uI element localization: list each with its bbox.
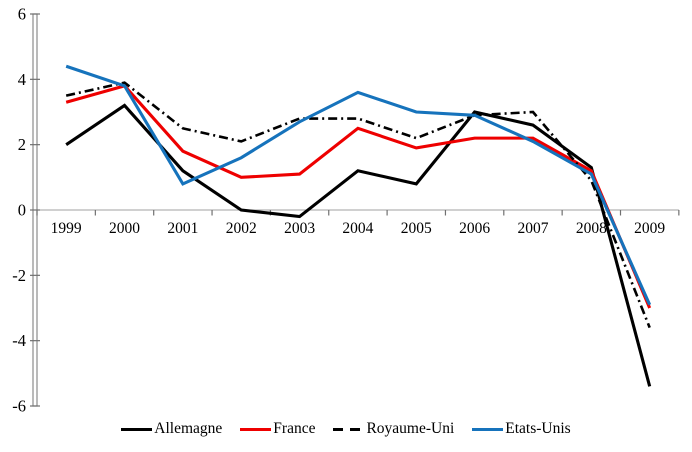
chart-legend: Allemagne France Royaume-Uni Etats-Unis bbox=[0, 413, 692, 445]
legend-line-sample-etats-unis bbox=[472, 427, 504, 431]
y-tick-label: 2 bbox=[18, 135, 26, 154]
legend-item-etats-unis: Etats-Unis bbox=[472, 420, 571, 438]
x-tick-label: 2009 bbox=[634, 220, 665, 237]
x-tick-label: 2008 bbox=[576, 220, 607, 237]
line-chart: 6 4 2 0 -2 -4 -6 1999 2000 2001 2002 2003 2004 2005 20… bbox=[12, 4, 680, 412]
legend-item-royaume-uni: Royaume-Uni bbox=[333, 420, 454, 438]
x-tick-label: 2002 bbox=[226, 220, 257, 237]
y-tick-label: 4 bbox=[18, 70, 26, 89]
x-tick-label: 2000 bbox=[109, 220, 140, 237]
series-line-france bbox=[65, 84, 652, 309]
legend-line-sample-france bbox=[240, 427, 272, 431]
legend-label: Allemagne bbox=[154, 420, 223, 437]
legend-label: France bbox=[273, 420, 316, 437]
legend-label: Etats-Unis bbox=[505, 420, 571, 437]
legend-line-sample-royaume-uni bbox=[333, 427, 365, 431]
y-tick-label: 0 bbox=[18, 201, 26, 220]
x-tick-label: 2003 bbox=[284, 220, 315, 237]
x-tick-label: 2007 bbox=[517, 220, 548, 237]
series-line-royaume-uni bbox=[65, 81, 651, 329]
series-line-etats-unis bbox=[65, 64, 652, 306]
legend-line-sample-allemagne bbox=[121, 427, 153, 431]
x-tick-label: 2005 bbox=[401, 220, 432, 237]
x-tick-label: 2004 bbox=[342, 220, 373, 237]
x-tick-label: 2001 bbox=[167, 220, 198, 237]
y-tick-label: 6 bbox=[18, 4, 26, 23]
y-tick-label: -6 bbox=[12, 397, 26, 412]
legend-item-allemagne: Allemagne bbox=[121, 420, 222, 438]
legend-item-france: France bbox=[240, 420, 315, 438]
x-tick-label: 2006 bbox=[459, 220, 490, 237]
y-tick-label: -2 bbox=[12, 266, 26, 285]
legend-label: Royaume-Uni bbox=[366, 420, 455, 437]
y-tick-label: -4 bbox=[12, 331, 26, 350]
series-line-allemagne bbox=[65, 103, 652, 387]
x-tick-label: 1999 bbox=[51, 220, 82, 237]
